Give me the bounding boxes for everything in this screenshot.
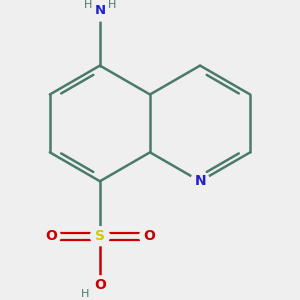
Text: H: H xyxy=(81,289,89,299)
Text: N: N xyxy=(94,4,106,17)
Text: H: H xyxy=(84,0,92,10)
Circle shape xyxy=(41,227,60,246)
Text: H: H xyxy=(108,0,116,10)
Circle shape xyxy=(190,172,210,191)
Circle shape xyxy=(140,227,159,246)
Text: S: S xyxy=(95,229,105,243)
Circle shape xyxy=(90,0,110,21)
Text: O: O xyxy=(45,229,57,243)
Text: O: O xyxy=(94,278,106,292)
Circle shape xyxy=(90,227,110,246)
Text: N: N xyxy=(194,174,206,188)
Circle shape xyxy=(90,276,110,295)
Text: O: O xyxy=(143,229,155,243)
